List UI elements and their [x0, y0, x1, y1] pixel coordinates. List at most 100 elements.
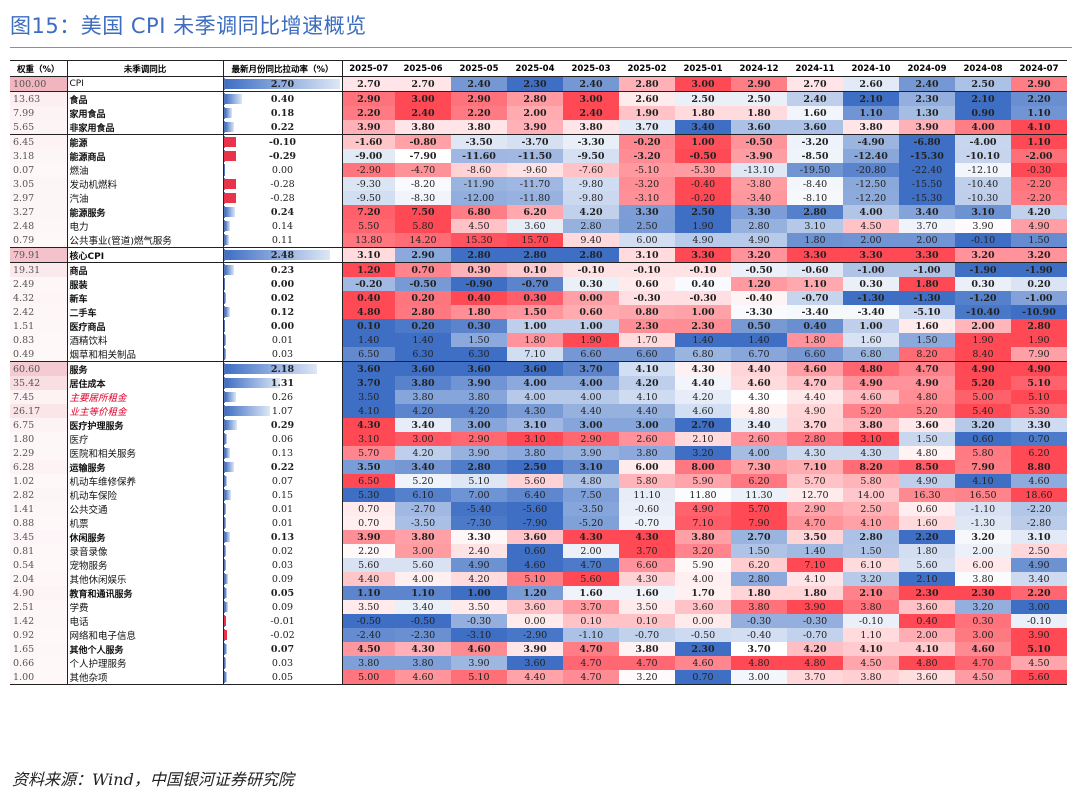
- heat-cell: 2.00: [899, 233, 955, 248]
- heat-cell: 7.30: [731, 460, 787, 474]
- heat-cell: 2.80: [731, 219, 787, 233]
- heat-cell: 14.20: [395, 233, 451, 248]
- heat-cell: 0.60: [507, 544, 563, 558]
- contrib-axis: [224, 489, 225, 501]
- table-row: 0.88 机票 0.01 0.70 -3.50 -7.30 -7.90 -5.20 -0.70 7…: [10, 516, 1067, 530]
- header-month: 2025-03: [563, 60, 619, 77]
- heat-cell: 1.20: [507, 586, 563, 600]
- table-row: 7.99 家用食品 0.18 2.20 2.40 2.20 2.00 2.40 1.90 1.80…: [10, 106, 1067, 120]
- heat-cell: -1.30: [843, 291, 899, 305]
- heat-cell: 6.50: [341, 474, 395, 488]
- heat-cell: -0.50: [395, 277, 451, 291]
- heat-cell: 0.30: [955, 277, 1011, 291]
- contrib-label: 0.12: [270, 306, 295, 318]
- heat-cell: 4.10: [955, 474, 1011, 488]
- heat-cell: 1.60: [787, 106, 843, 120]
- row-contrib-cell: 0.00: [222, 319, 342, 333]
- contrib-axis: [224, 657, 225, 669]
- table-row: 1.80 医疗 0.06 3.10 3.00 2.90 3.10 2.90 2.60 2.10 2.…: [10, 432, 1067, 446]
- heat-cell: 3.80: [341, 656, 395, 670]
- row-name: 电话: [66, 614, 223, 628]
- heat-cell: -3.10: [619, 191, 675, 205]
- heat-cell: 2.60: [843, 76, 899, 92]
- heat-cell: 7.90: [1011, 347, 1067, 362]
- heat-cell: 2.10: [675, 432, 731, 446]
- heat-cell: 1.50: [731, 544, 787, 558]
- heat-cell: 4.80: [843, 361, 899, 376]
- heat-cell: 2.20: [1011, 586, 1067, 600]
- contrib-label: 0.09: [271, 601, 294, 613]
- row-name: 能源商品: [66, 149, 223, 163]
- heat-cell: 7.20: [341, 205, 395, 219]
- contrib-bar: [224, 602, 229, 612]
- heat-cell: 2.60: [731, 432, 787, 446]
- heat-cell: 3.00: [395, 432, 451, 446]
- row-name: 主要居所租金: [66, 390, 223, 404]
- heat-cell: -3.40: [787, 305, 843, 319]
- row-name: 学费: [66, 600, 223, 614]
- heat-cell: -8.30: [395, 191, 451, 205]
- heat-cell: 6.80: [451, 205, 507, 219]
- heat-cell: 7.10: [507, 347, 563, 362]
- heat-cell: -5.10: [619, 163, 675, 177]
- row-contrib-cell: -0.02: [222, 628, 342, 642]
- heat-cell: 3.40: [731, 418, 787, 432]
- heat-cell: 6.00: [955, 558, 1011, 572]
- heat-cell: 3.70: [787, 670, 843, 685]
- heat-cell: 3.90: [451, 656, 507, 670]
- heat-cell: 2.50: [1011, 544, 1067, 558]
- contrib-label: -0.02: [270, 629, 295, 641]
- heat-cell: -5.10: [899, 305, 955, 319]
- heat-cell: 2.80: [1011, 319, 1067, 333]
- row-weight: 0.83: [10, 333, 67, 347]
- heat-cell: 2.80: [563, 247, 619, 263]
- contrib-label: 0.00: [271, 164, 294, 176]
- heat-cell: -3.80: [731, 177, 787, 191]
- heat-cell: 4.60: [507, 558, 563, 572]
- heat-cell: -0.10: [675, 262, 731, 277]
- heat-cell: 5.20: [955, 376, 1011, 390]
- heat-cell: -4.70: [395, 163, 451, 177]
- contrib-axis: [224, 220, 225, 232]
- heat-cell: 4.10: [341, 404, 395, 418]
- heat-cell: 1.10: [787, 277, 843, 291]
- heat-cell: 5.70: [787, 474, 843, 488]
- heat-cell: 4.40: [341, 572, 395, 586]
- heat-cell: 3.20: [1011, 247, 1067, 263]
- row-name: 教育和通讯服务: [66, 586, 223, 600]
- heat-cell: 1.00: [675, 305, 731, 319]
- heat-cell: -2.20: [1011, 191, 1067, 205]
- heat-cell: 0.20: [1011, 277, 1067, 291]
- heat-cell: 2.90: [451, 91, 507, 106]
- heat-cell: 7.50: [563, 488, 619, 502]
- heat-cell: 2.70: [675, 418, 731, 432]
- heat-cell: 0.10: [619, 614, 675, 628]
- row-weight: 7.99: [10, 106, 67, 120]
- heat-cell: 4.20: [1011, 205, 1067, 219]
- heat-cell: -3.20: [619, 177, 675, 191]
- heat-cell: 6.10: [395, 488, 451, 502]
- contrib-axis: [224, 531, 225, 543]
- heat-cell: 1.90: [675, 219, 731, 233]
- heat-cell: 1.00: [507, 319, 563, 333]
- heat-cell: 4.70: [955, 656, 1011, 670]
- heat-cell: 4.40: [787, 390, 843, 404]
- heat-cell: -9.60: [507, 163, 563, 177]
- row-contrib-cell: 0.12: [222, 305, 342, 319]
- contrib-bar: [224, 137, 236, 147]
- heat-cell: 4.90: [787, 404, 843, 418]
- row-weight: 0.54: [10, 558, 67, 572]
- contrib-label: 0.23: [270, 264, 295, 276]
- heat-cell: 3.70: [619, 120, 675, 135]
- row-name: 机动车保险: [66, 488, 223, 502]
- header-month: 2025-01: [675, 60, 731, 77]
- row-contrib-cell: 0.01: [222, 502, 342, 516]
- heat-cell: -1.10: [563, 628, 619, 642]
- heat-cell: 5.10: [1011, 642, 1067, 656]
- heat-cell: -9.50: [341, 191, 395, 205]
- heat-cell: 2.40: [563, 76, 619, 92]
- table-row: 2.82 机动车保险 0.15 5.30 6.10 7.00 6.40 7.50 11.10 11…: [10, 488, 1067, 502]
- heat-cell: -0.40: [675, 177, 731, 191]
- heat-cell: 2.40: [451, 544, 507, 558]
- heat-cell: 2.70: [787, 76, 843, 92]
